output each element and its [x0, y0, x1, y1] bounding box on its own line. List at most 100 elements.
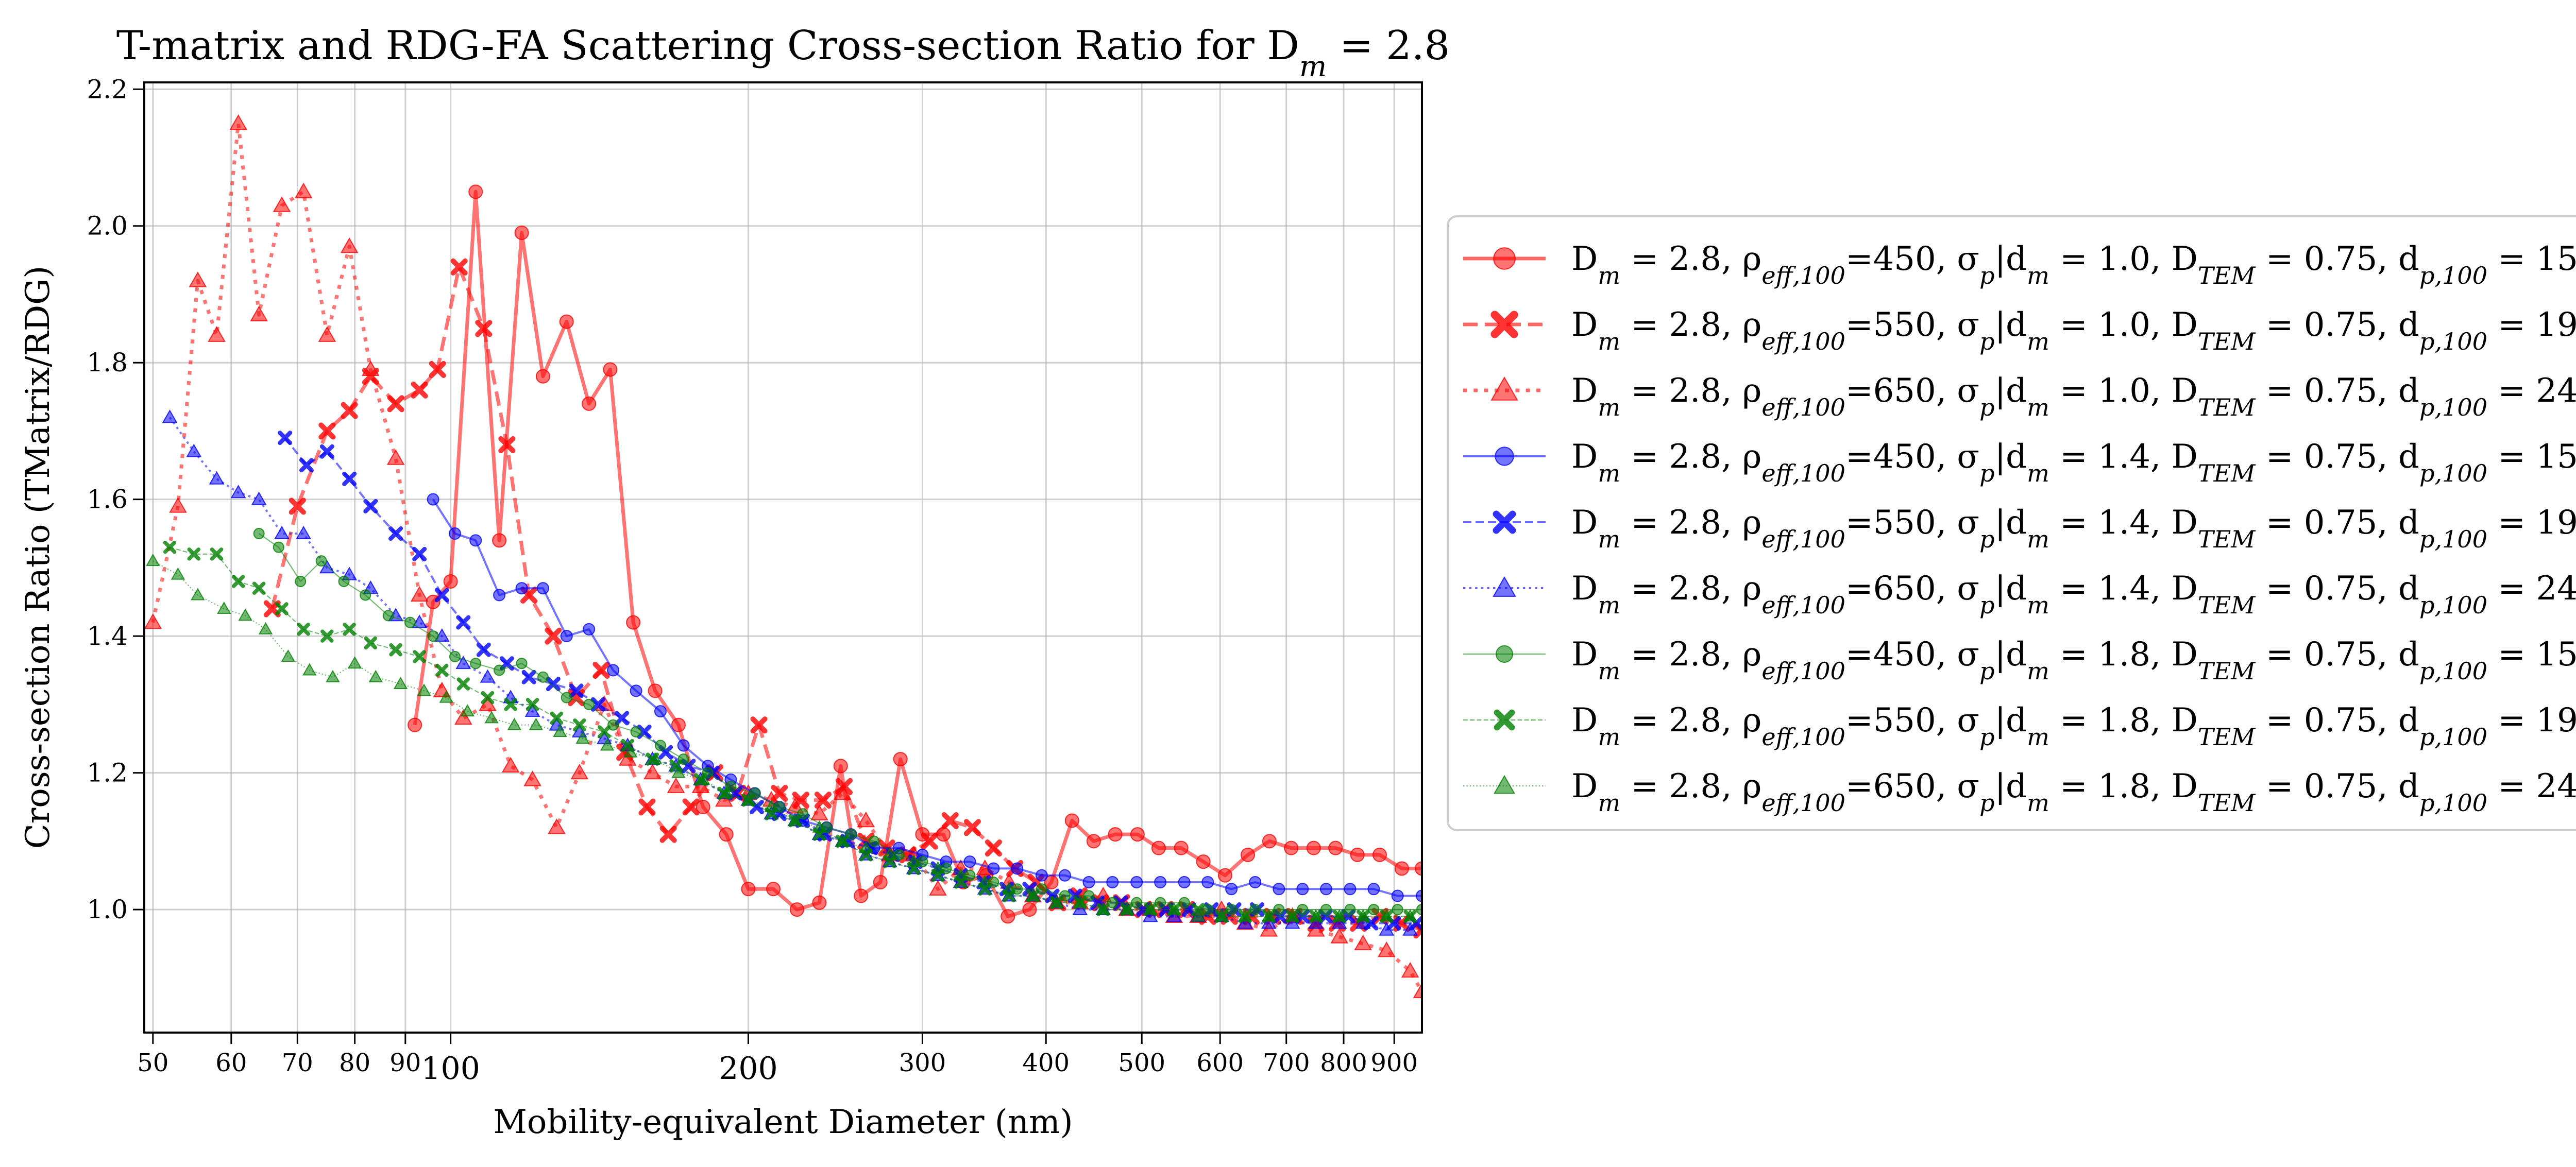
x-tick-label: 60 [215, 1049, 247, 1077]
data-point [854, 888, 869, 903]
data-point [548, 818, 566, 834]
data-point [412, 546, 427, 561]
data-point [682, 798, 700, 816]
data-point [1064, 813, 1079, 828]
data-point [1022, 902, 1037, 917]
data-point [671, 765, 686, 778]
x-tick-label: 100 [421, 1051, 480, 1087]
data-point [217, 602, 231, 614]
data-point [1401, 962, 1419, 978]
data-point [417, 683, 431, 696]
x-tick-label: 90 [389, 1049, 421, 1077]
data-point [1174, 840, 1189, 855]
data-point [230, 485, 246, 499]
data-point [364, 636, 378, 650]
data-point [1416, 889, 1422, 902]
data-point [504, 698, 517, 711]
data-point [1130, 876, 1143, 888]
data-point [191, 588, 205, 600]
data-point [603, 362, 618, 377]
data-point [623, 745, 638, 758]
data-point [387, 395, 404, 413]
data-point [494, 664, 505, 676]
data-point [1262, 834, 1277, 849]
x-tick-label: 900 [1370, 1049, 1418, 1077]
data-point [1108, 827, 1123, 842]
data-point [278, 431, 293, 445]
data-point [229, 114, 247, 130]
data-point [1403, 909, 1417, 922]
data-point [583, 698, 595, 710]
legend-entry: Dm = 2.8, ρeff,100=450, σp|dm = 1.0, DTE… [1463, 240, 2576, 289]
data-point [341, 402, 358, 419]
data-point [1191, 909, 1206, 922]
data-point [978, 874, 992, 887]
data-point [750, 716, 768, 734]
data-point [1296, 883, 1309, 896]
x-tick-label: 50 [137, 1049, 168, 1077]
data-point [368, 670, 383, 682]
data-point [929, 880, 947, 896]
data-point [481, 691, 495, 705]
data-point [273, 196, 291, 212]
data-point [677, 739, 690, 752]
data-point [550, 711, 564, 725]
data-point [546, 677, 561, 692]
data-point [1377, 941, 1396, 957]
data-point [468, 184, 483, 199]
data-point [561, 692, 572, 703]
data-point [146, 554, 160, 567]
y-axis-title: Cross-section Ratio (TMatrix/RDG) [19, 266, 57, 849]
data-point [569, 683, 584, 698]
data-point [766, 882, 781, 897]
data-point [789, 902, 804, 917]
data-point [607, 664, 620, 677]
legend-marker [1494, 709, 1515, 731]
data-point [347, 656, 362, 669]
data-point [1309, 909, 1323, 922]
series-1 [408, 184, 1422, 924]
data-point [648, 683, 663, 698]
data-point [560, 630, 573, 643]
data-point [921, 832, 938, 850]
data-point [498, 436, 516, 454]
data-point [1049, 895, 1064, 908]
data-point [231, 575, 245, 588]
data-point [987, 862, 1000, 875]
data-point [163, 540, 177, 554]
data-point [1391, 889, 1404, 902]
data-point [963, 819, 981, 836]
series-6 [162, 409, 1418, 936]
x-axis-title: Mobility-equivalent Diameter (nm) [493, 1103, 1073, 1141]
data-point [427, 493, 439, 506]
data-point [1086, 834, 1101, 849]
y-tick-label: 1.8 [87, 348, 128, 377]
data-point [162, 409, 178, 423]
data-point [930, 861, 945, 874]
legend-label: Dm = 2.8, ρeff,100=450, σp|dm = 1.0, DTE… [1571, 240, 2576, 289]
data-point [600, 738, 615, 751]
data-point [575, 731, 590, 744]
data-point [1167, 902, 1181, 915]
data-point [318, 422, 336, 440]
data-point [1120, 902, 1134, 915]
legend-label: Dm = 2.8, ρeff,100=550, σp|dm = 1.4, DTE… [1571, 504, 2576, 553]
data-point [719, 786, 734, 799]
legend-marker [1493, 510, 1516, 534]
data-point [1130, 827, 1145, 842]
data-point [302, 663, 317, 676]
data-point [493, 589, 506, 602]
data-point [741, 793, 756, 805]
series-line [413, 190, 1422, 918]
data-point [1196, 854, 1211, 869]
data-point [526, 698, 539, 711]
legend-entry: Dm = 2.8, ρeff,100=650, σp|dm = 1.8, DTE… [1463, 767, 2576, 817]
data-point [963, 855, 976, 868]
data-point [1285, 909, 1300, 922]
data-point [393, 677, 408, 690]
data-point [319, 444, 334, 459]
data-point [833, 784, 852, 800]
data-point [209, 471, 225, 485]
data-point [404, 616, 416, 628]
data-point [342, 471, 357, 486]
